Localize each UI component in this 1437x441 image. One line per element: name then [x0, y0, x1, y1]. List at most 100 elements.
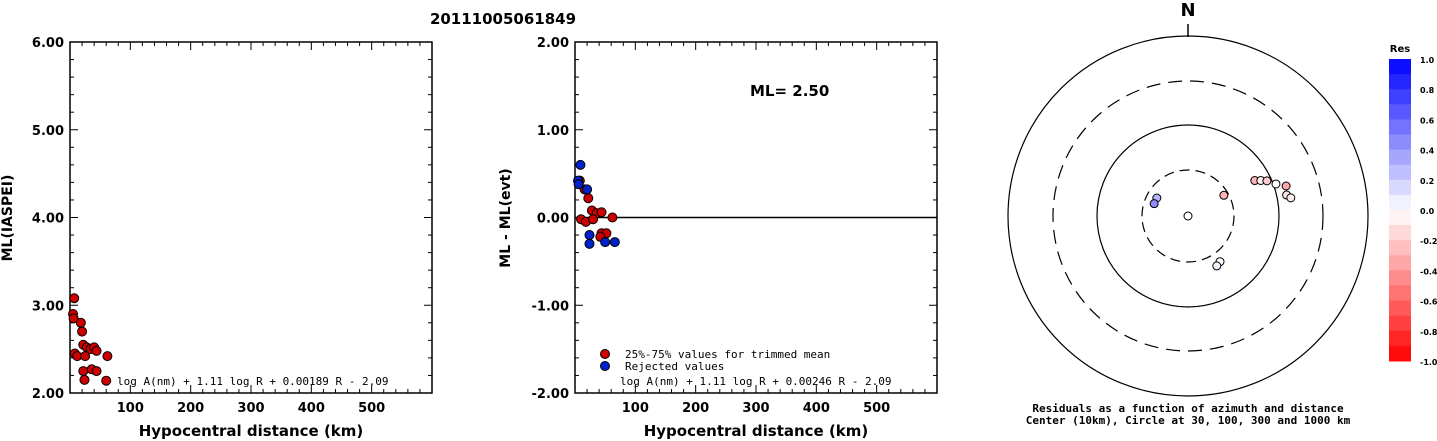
plot1-y-ticks: 2.00 3.00 4.00 5.00 6.00	[32, 36, 432, 402]
colorbar-tick-label: 0.4	[1420, 147, 1435, 156]
colorbar-cell	[1389, 255, 1411, 271]
plot1-y-tick-label: 3.00	[32, 299, 64, 314]
colorbar-cell	[1389, 179, 1411, 196]
figure-title: 20111005061849	[430, 10, 576, 28]
plot1-y-axis-label: ML(IASPEI)	[0, 175, 16, 262]
colorbar-tick-label: 0.6	[1420, 116, 1435, 125]
plot1-data-point	[102, 351, 113, 362]
polar-caption-line2: Center (10km), Circle at 30, 100, 300 an…	[1026, 414, 1351, 427]
plot2-x-axis-label: Hypocentral distance (km)	[644, 422, 869, 440]
polar-residual-point	[1262, 176, 1272, 186]
plot2-x-tick-label: 200	[682, 401, 709, 416]
residual-distance-plot: 100 200 300 400 500 -2.00 -1.00 0.00 1.00 2.00 H…	[498, 36, 938, 440]
plot1-x-tick-label: 500	[358, 401, 385, 416]
plot2-data-point	[584, 238, 595, 249]
colorbar-title: Res	[1390, 44, 1410, 55]
plot2-data-point	[607, 212, 618, 223]
polar-residual-point	[1286, 193, 1296, 203]
plot2-y-axis-label: ML - ML(evt)	[498, 168, 514, 267]
colorbar-cell	[1389, 270, 1411, 286]
plot2-y-ticks: -2.00 -1.00 0.00 1.00 2.00	[532, 36, 937, 402]
plot1-data-point	[75, 317, 86, 328]
legend-label-rejected: Rejected values	[625, 360, 724, 373]
plot2-x-tick-label: 300	[742, 401, 769, 416]
plot1-y-tick-label: 5.00	[32, 124, 64, 139]
plot1-y-tick-label: 4.00	[32, 212, 64, 227]
plot2-data-point	[596, 207, 607, 218]
plot2-x-tick-label: 500	[863, 401, 890, 416]
colorbar-cell	[1389, 149, 1411, 166]
plot1-x-tick-label: 200	[177, 401, 204, 416]
colorbar-cell	[1389, 104, 1411, 120]
plot1-data-point	[69, 293, 80, 304]
plot2-x-ticks: 100 200 300 400 500	[574, 42, 938, 416]
colorbar-tick-label: 1.0	[1420, 56, 1435, 65]
plot1-x-ticks: 100 200 300 400 500	[69, 42, 433, 416]
plot1-data-point	[68, 313, 79, 324]
plot1-points	[68, 293, 113, 386]
plot1-x-tick-label: 300	[237, 401, 264, 416]
plot2-data-point	[583, 193, 594, 204]
polar-caption-line1: Residuals as a function of azimuth and d…	[1032, 402, 1344, 415]
plot2-data-point	[600, 237, 611, 248]
colorbar-cell	[1389, 194, 1411, 211]
colorbar-cell	[1389, 240, 1411, 256]
colorbar-cell	[1389, 345, 1411, 362]
plot2-y-tick-label: -1.00	[532, 299, 569, 314]
colorbar-tick-label: -1.0	[1420, 358, 1437, 367]
plot1-data-point	[78, 366, 89, 377]
colorbar-tick-label: -0.8	[1420, 328, 1437, 337]
plot1-data-point	[77, 326, 88, 337]
colorbar-tick-label: 0.8	[1420, 86, 1435, 95]
plot1-frame	[69, 41, 433, 394]
polar-residual-point	[1219, 190, 1229, 200]
plot1-y-tick-label: 2.00	[32, 387, 64, 402]
plot1-y-tick-label: 6.00	[32, 36, 64, 51]
colorbar-cell	[1389, 300, 1411, 317]
plot2-x-tick-label: 100	[622, 401, 649, 416]
magnitude-distance-plot: 100 200 300 400 500 2.00 3.00 4.00 5.00 6.00 Hyp…	[0, 36, 433, 440]
plot1-data-point	[101, 375, 112, 386]
plot2-points	[573, 159, 620, 249]
colorbar-cell	[1389, 285, 1411, 302]
plot1-data-point	[79, 374, 90, 385]
colorbar-tick-label: 0.2	[1420, 177, 1434, 186]
plot2-formula: log A(nm) + 1.11 log R + 0.00246 R - 2.0…	[620, 375, 892, 388]
colorbar-cell	[1389, 89, 1411, 105]
plot2-data-point	[584, 230, 595, 241]
plot1-formula: log A(nm) + 1.11 log R + 0.00189 R - 2.0…	[117, 375, 389, 388]
plot2-data-point	[588, 214, 599, 225]
plot2-y-tick-label: -2.00	[532, 387, 569, 402]
polar-residual-point	[1271, 179, 1281, 189]
colorbar-tick-label: -0.6	[1420, 298, 1437, 307]
colorbar-cell	[1389, 210, 1411, 226]
ml-annotation: ML= 2.50	[750, 82, 829, 100]
colorbar-cell	[1389, 315, 1411, 332]
legend-marker-rejected	[600, 361, 610, 371]
ring-300km	[1052, 80, 1324, 352]
colorbar-tick-label: -0.4	[1420, 267, 1437, 276]
north-label: N	[1180, 0, 1195, 21]
legend-marker-trimmed	[600, 349, 610, 359]
colorbar-cell	[1389, 134, 1411, 151]
plot2-y-tick-label: 1.00	[537, 124, 569, 139]
colorbar-cells	[1389, 59, 1411, 362]
plot2-y-tick-label: 2.00	[537, 36, 569, 51]
plot1-x-tick-label: 100	[117, 401, 144, 416]
residual-colorbar: Res 1.0 0.8 0.6 0.4 0.2 0.0 -0.2 -0.4 -0.6 -0.8 -1…	[1389, 44, 1437, 367]
colorbar-cell	[1389, 59, 1411, 75]
polar-residual-point	[1281, 181, 1291, 191]
colorbar-cell	[1389, 164, 1411, 181]
plot2-data-point	[609, 237, 620, 248]
colorbar-cell	[1389, 119, 1411, 135]
plot1-x-tick-label: 400	[298, 401, 325, 416]
polar-residual-point	[1183, 211, 1193, 221]
ring-100km	[1096, 124, 1280, 308]
colorbar-cell	[1389, 74, 1411, 90]
polar-residual-point	[1149, 199, 1159, 209]
plot2-data-point	[575, 159, 586, 170]
colorbar-tick-label: 0.0	[1420, 207, 1435, 216]
polar-residual-point	[1212, 261, 1222, 271]
colorbar-cell	[1389, 225, 1411, 241]
